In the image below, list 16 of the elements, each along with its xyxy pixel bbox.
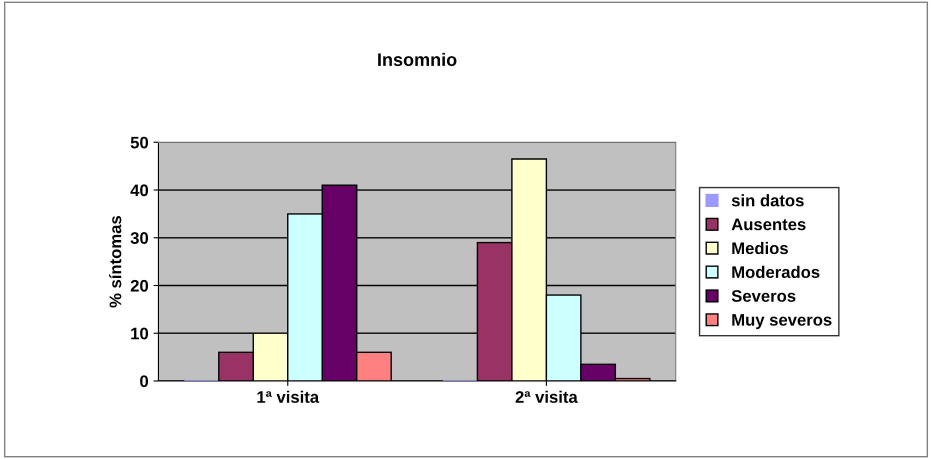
y-tick-label: 0 xyxy=(140,375,148,388)
y-axis-title: % síntomas xyxy=(108,216,122,308)
x-tick-label: 2ª visita xyxy=(516,390,578,403)
legend-label: sin datos xyxy=(732,194,804,206)
x-tick-label: 1ª visita xyxy=(257,390,320,403)
y-tick-label: 40 xyxy=(130,184,148,196)
legend-label: Muy severos xyxy=(732,314,832,330)
y-tick-label: 50 xyxy=(130,136,148,148)
chart-title: Insomnio xyxy=(378,52,456,66)
y-tick-label: 30 xyxy=(130,232,148,244)
legend-label: Medios xyxy=(732,242,788,254)
legend-label: Moderados xyxy=(732,266,820,278)
y-tick-label: 10 xyxy=(131,328,148,340)
legend-label: Ausentes xyxy=(732,218,806,230)
y-tick-label: 20 xyxy=(130,280,148,292)
legend-label: Severos xyxy=(732,290,796,302)
